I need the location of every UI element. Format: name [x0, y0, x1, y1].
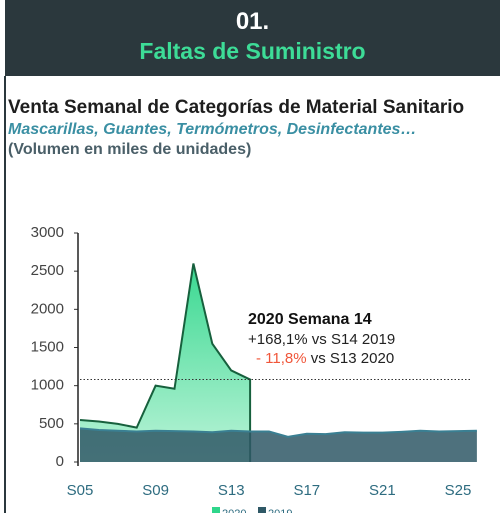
x-tick-label: S09 [142, 482, 169, 499]
y-tick-label: 1000 [31, 377, 64, 394]
annotation: 2020 Semana 14 +168,1% vs S14 2019 - 11,8%… [248, 311, 395, 367]
area [80, 428, 477, 462]
y-tick-label: 3000 [31, 224, 64, 241]
x-tick-label: S17 [293, 482, 320, 499]
x-tick-label: S25 [445, 482, 472, 499]
annotation-rest: vs S13 2020 [307, 350, 395, 367]
legend-label: 2020 [222, 508, 246, 513]
annotation-line: - 11,8% vs S13 2020 [256, 350, 394, 367]
header: 01. Faltas de Suministro [5, 0, 500, 76]
y-tick-label: 500 [39, 415, 64, 432]
legend-swatch [212, 507, 220, 513]
legend-label: 2019 [268, 508, 292, 513]
y-tick-label: 0 [56, 453, 64, 470]
section-title: Faltas de Suministro [139, 38, 366, 64]
annotation-line: +168,1% vs S14 2019 [248, 331, 395, 348]
card-border [4, 76, 6, 513]
chart-title: Venta Semanal de Categorías de Material … [8, 97, 465, 118]
annotation-title: 2020 Semana 14 [248, 311, 372, 328]
x-tick-label: S21 [369, 482, 396, 499]
line [79, 263, 252, 462]
line [79, 427, 477, 438]
area [80, 263, 251, 462]
legend-swatch [258, 507, 266, 513]
chart-titles: Venta Semanal de Categorías de Material … [8, 96, 498, 159]
unit-label: (Volumen en miles de unidades) [8, 141, 252, 158]
x-tick-label: S13 [218, 482, 245, 499]
annotation-highlight: - 11,8% [256, 350, 307, 367]
y-tick-label: 2000 [31, 300, 64, 317]
y-tick-label: 2500 [31, 262, 64, 279]
y-tick-label: 1500 [31, 338, 64, 355]
chart-subtitle: Mascarillas, Guantes, Termómetros, Desin… [8, 121, 417, 138]
x-tick-label: S05 [67, 482, 94, 499]
section-number: 01. [235, 8, 270, 35]
